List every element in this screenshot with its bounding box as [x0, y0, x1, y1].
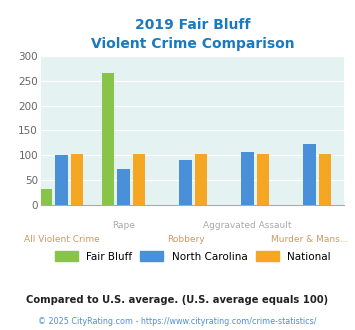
Bar [179, 160, 192, 205]
Bar [71, 154, 83, 205]
Bar [55, 155, 68, 205]
Bar [117, 169, 130, 205]
Text: Rape: Rape [112, 221, 135, 230]
Bar [132, 154, 146, 205]
Text: © 2025 CityRating.com - https://www.cityrating.com/crime-statistics/: © 2025 CityRating.com - https://www.city… [38, 317, 317, 326]
Text: Murder & Mans...: Murder & Mans... [271, 235, 348, 244]
Text: Aggravated Assault: Aggravated Assault [203, 221, 292, 230]
Bar [195, 154, 207, 205]
Bar [39, 189, 53, 205]
Bar [303, 144, 316, 205]
Text: Robbery: Robbery [166, 235, 204, 244]
Bar [318, 154, 332, 205]
Text: Compared to U.S. average. (U.S. average equals 100): Compared to U.S. average. (U.S. average … [26, 295, 329, 305]
Bar [241, 152, 254, 205]
Legend: Fair Bluff, North Carolina, National: Fair Bluff, North Carolina, National [55, 251, 331, 262]
Bar [257, 154, 269, 205]
Text: All Violent Crime: All Violent Crime [24, 235, 99, 244]
Title: 2019 Fair Bluff
Violent Crime Comparison: 2019 Fair Bluff Violent Crime Comparison [91, 18, 294, 51]
Bar [102, 74, 114, 205]
